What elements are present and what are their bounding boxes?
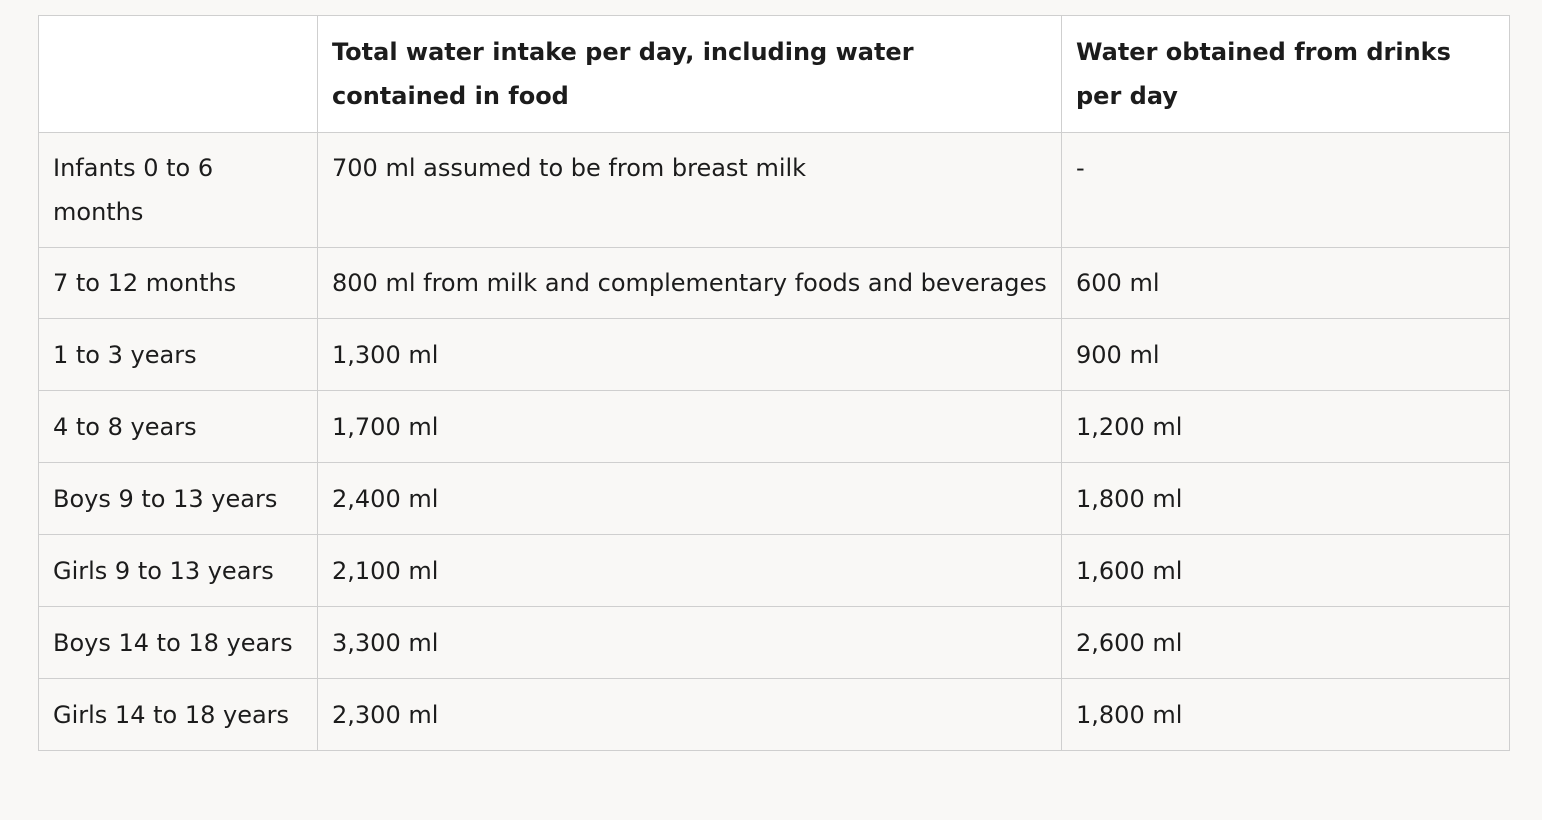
- row-label-cell: Infants 0 to 6 months: [38, 132, 318, 248]
- table-row: 7 to 12 months 800 ml from milk and comp…: [38, 247, 1510, 319]
- table-row: Boys 9 to 13 years 2,400 ml 1,800 ml: [38, 462, 1510, 535]
- row-label-cell: Girls 9 to 13 years: [38, 534, 318, 607]
- water-intake-table: Total water intake per day, including wa…: [38, 15, 1510, 751]
- drinks-cell: 600 ml: [1061, 247, 1510, 319]
- header-cell-total-intake: Total water intake per day, including wa…: [317, 15, 1062, 133]
- total-intake-cell: 2,100 ml: [317, 534, 1062, 607]
- row-label-cell: Girls 14 to 18 years: [38, 678, 318, 751]
- row-label-cell: 7 to 12 months: [38, 247, 318, 319]
- row-label-cell: 1 to 3 years: [38, 318, 318, 391]
- table-header: Total water intake per day, including wa…: [38, 15, 1510, 133]
- total-intake-cell: 800 ml from milk and complementary foods…: [317, 247, 1062, 319]
- header-cell-drinks: Water obtained from drinks per day: [1061, 15, 1510, 133]
- drinks-cell: -: [1061, 132, 1510, 248]
- total-intake-cell: 2,300 ml: [317, 678, 1062, 751]
- drinks-cell: 900 ml: [1061, 318, 1510, 391]
- drinks-cell: 1,600 ml: [1061, 534, 1510, 607]
- header-row: Total water intake per day, including wa…: [38, 15, 1510, 133]
- total-intake-cell: 1,300 ml: [317, 318, 1062, 391]
- table-body: Infants 0 to 6 months 700 ml assumed to …: [38, 132, 1510, 751]
- table-container: Total water intake per day, including wa…: [38, 15, 1510, 751]
- drinks-cell: 1,200 ml: [1061, 390, 1510, 463]
- table-row: Infants 0 to 6 months 700 ml assumed to …: [38, 132, 1510, 248]
- row-label-cell: Boys 9 to 13 years: [38, 462, 318, 535]
- table-row: 1 to 3 years 1,300 ml 900 ml: [38, 318, 1510, 391]
- total-intake-cell: 2,400 ml: [317, 462, 1062, 535]
- drinks-cell: 1,800 ml: [1061, 678, 1510, 751]
- header-cell-group: [38, 15, 318, 133]
- table-row: Boys 14 to 18 years 3,300 ml 2,600 ml: [38, 606, 1510, 679]
- table-row: Girls 9 to 13 years 2,100 ml 1,600 ml: [38, 534, 1510, 607]
- row-label-cell: 4 to 8 years: [38, 390, 318, 463]
- total-intake-cell: 3,300 ml: [317, 606, 1062, 679]
- total-intake-cell: 1,700 ml: [317, 390, 1062, 463]
- table-row: 4 to 8 years 1,700 ml 1,200 ml: [38, 390, 1510, 463]
- total-intake-cell: 700 ml assumed to be from breast milk: [317, 132, 1062, 248]
- table-row: Girls 14 to 18 years 2,300 ml 1,800 ml: [38, 678, 1510, 751]
- drinks-cell: 2,600 ml: [1061, 606, 1510, 679]
- row-label-cell: Boys 14 to 18 years: [38, 606, 318, 679]
- drinks-cell: 1,800 ml: [1061, 462, 1510, 535]
